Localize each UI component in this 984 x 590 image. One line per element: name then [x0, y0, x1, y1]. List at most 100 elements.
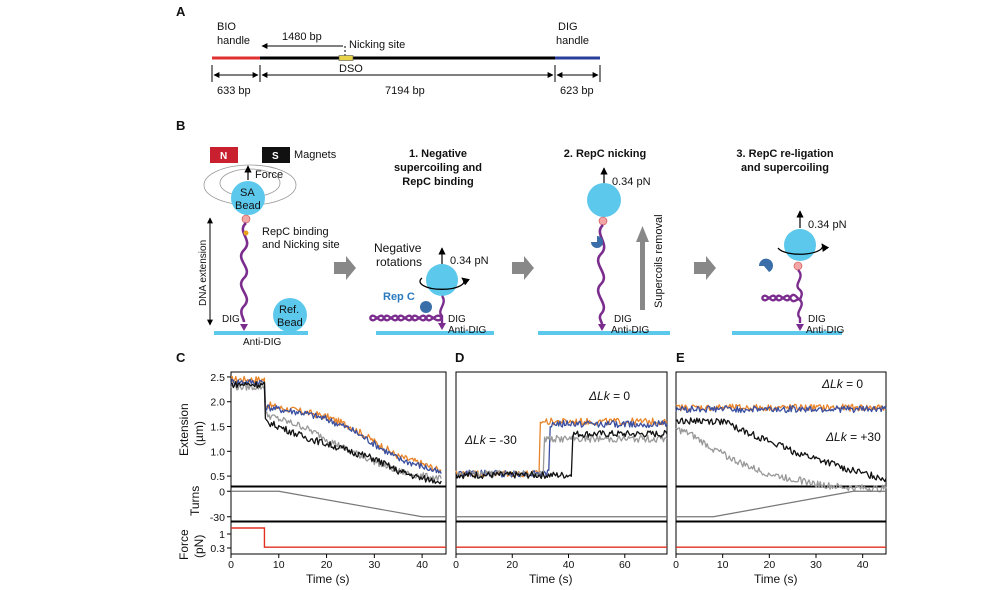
- panel-e-frame-force: [675, 521, 887, 555]
- panel-e-xtick-label-3: 30: [810, 559, 822, 571]
- step3-anti-dig: Anti-DIG: [806, 325, 845, 336]
- panel-c-frame-turns: [230, 486, 447, 522]
- step3-force-label: 0.34 pN: [808, 219, 847, 231]
- e-annot-zero: ΔLk = 0: [821, 377, 863, 391]
- panel-a-label: A: [176, 4, 186, 19]
- xlabel-c: Time (s): [306, 572, 350, 586]
- step2-dna: [596, 224, 606, 325]
- nick-label-2: and Nicking site: [262, 239, 340, 251]
- panel-d-xtick-label-2: 40: [563, 559, 575, 571]
- panel-d-frame-force: [455, 521, 668, 555]
- panel-e-frame-extension: [675, 371, 887, 487]
- panel-c-xtick-label-2: 20: [321, 559, 333, 571]
- panel-c-xtick-label-4: 40: [416, 559, 428, 571]
- panel-b-label: B: [176, 118, 185, 133]
- ylabel-turns: Turns: [188, 486, 202, 516]
- ref-bead: [273, 298, 307, 332]
- surface-4: [732, 331, 842, 335]
- d-annot-zero: ΔLk = 0: [588, 389, 630, 403]
- panel-c-frame-force: [230, 521, 447, 555]
- panel-c-force-line: [231, 527, 446, 548]
- dna-extension-label: DNA extension: [198, 240, 209, 306]
- surface-2: [376, 331, 494, 335]
- step1-bead: [426, 264, 458, 296]
- panel-e-label: E: [676, 350, 685, 365]
- step3-title-2: and supercoiling: [741, 162, 829, 174]
- step3-dig-label: DIG: [808, 314, 826, 325]
- ytick-force-label-0: 1: [219, 529, 225, 541]
- ytick-turns-label-1: -30: [210, 512, 225, 524]
- panel-e: E Time (s): [676, 350, 798, 586]
- panel-c-xtick-label-1: 10: [273, 559, 285, 571]
- ylabel-extension-unit: (µm): [192, 421, 206, 446]
- anti-dig-label-1: Anti-DIG: [243, 337, 282, 348]
- step-arrow-1: [334, 256, 356, 280]
- surface-3: [538, 331, 670, 335]
- bio-handle-label-1: BIO: [217, 21, 236, 33]
- panel-d-extension-trace-2: [455, 419, 668, 478]
- panel-e-frame-turns: [675, 486, 887, 522]
- panel-e-xtick-label-2: 20: [763, 559, 775, 571]
- dig-label: DIG: [222, 314, 240, 325]
- supercoil-removal-arrow-shaft: [640, 240, 645, 310]
- panel-e-extension-trace-3: [675, 417, 887, 483]
- panel-d: D Time (s): [455, 350, 573, 586]
- step1-title-3: RepC binding: [402, 176, 474, 188]
- dso-label: DSO: [339, 63, 363, 75]
- panel-e-xtick-label-0: 0: [673, 559, 679, 571]
- bio-handle-label-2: handle: [217, 35, 250, 47]
- nicking-site-label: Nicking site: [349, 39, 405, 51]
- magnets-label: Magnets: [294, 149, 337, 161]
- panel-a: A BIO handle DIG handle 1480 bp Nicking …: [176, 4, 601, 97]
- step2-repc: [591, 236, 603, 248]
- dig-handle-label-2: handle: [556, 35, 589, 47]
- bio-anchor: [241, 214, 251, 224]
- step-arrow-2: [512, 256, 534, 280]
- magnet-n-label: N: [220, 151, 227, 162]
- nick-label-1: RepC binding: [262, 226, 329, 238]
- panel-c-extension-trace-3: [230, 382, 442, 482]
- step1-dna-top: [439, 295, 445, 323]
- step2-title: 2. RepC nicking: [564, 148, 647, 160]
- panel-e-turns-line: [676, 490, 886, 518]
- ytick-ext-label-3: 1.0: [210, 446, 225, 458]
- step1-repc: [420, 301, 432, 313]
- panel-e-extension-trace-4: [675, 427, 887, 493]
- panel-c-xtick-label-0: 0: [228, 559, 234, 571]
- step2-anti-dig: Anti-DIG: [611, 325, 650, 336]
- step3-rotation-arrow: [777, 243, 830, 255]
- step3-repc: [758, 258, 773, 272]
- e-annot-pos: ΔLk = +30: [825, 430, 881, 444]
- xlabel-d: Time (s): [529, 572, 573, 586]
- repc-label: Rep C: [383, 291, 415, 303]
- panel-d-frame-extension: [455, 371, 668, 487]
- surface-1: [214, 331, 308, 335]
- supercoil-removal-label: Supercoils removal: [653, 214, 665, 308]
- dna-tether: [239, 222, 249, 323]
- nick-site-marker: [243, 230, 249, 236]
- ref-bead-label-2: Bead: [277, 317, 303, 329]
- magnet-n: [210, 147, 238, 163]
- step2-dig-label: DIG: [614, 314, 632, 325]
- panel-c-extension-trace-4: [230, 380, 442, 485]
- dig-anchor: [240, 324, 248, 331]
- sa-bead: [231, 181, 265, 215]
- supercoil-removal-arrow-head: [636, 226, 649, 242]
- panel-e-xtick-label-1: 10: [717, 559, 729, 571]
- ytick-ext-label-1: 2.0: [210, 397, 225, 409]
- dig-handle-label-1: DIG: [558, 21, 578, 33]
- step1-rotation-arrow: [419, 277, 470, 290]
- panel-d-xtick-label-0: 0: [453, 559, 459, 571]
- length-dna: 7194 bp: [385, 85, 425, 97]
- magnet-s: [262, 147, 290, 163]
- panel-e-xtick-label-4: 40: [857, 559, 869, 571]
- d-annot-neg: ΔLk = -30: [464, 433, 517, 447]
- ytick-ext-label-0: 2.5: [210, 372, 225, 384]
- step3-dna-top: [796, 269, 803, 301]
- panel-d-extension-trace-4: [455, 429, 668, 480]
- xlabel-e: Time (s): [754, 572, 798, 586]
- panel-b: B N S Magnets Force SA Bead RepC binding…: [176, 118, 847, 348]
- neg-rot-label-1: Negative: [374, 241, 422, 255]
- dso-box: [338, 55, 354, 61]
- step2-force-label: 0.34 pN: [612, 176, 651, 188]
